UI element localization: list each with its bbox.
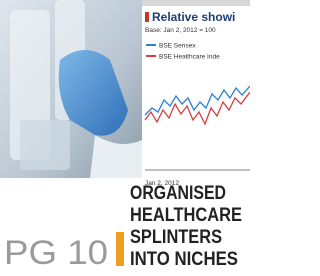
headline-line: ORGANISED [130,183,226,204]
page: {"chart_inset": {"title": "Relative show… [0,0,320,276]
headline-line: SPLINTERS [130,227,222,248]
legend-entry: BSE Sensex [159,43,196,50]
chart-title: Relative showi [152,10,235,24]
photo [0,0,142,178]
accent-bar [116,232,124,266]
clipping: Relative showi Base: Jan 2, 2012 = 100 B… [0,0,250,276]
page-ref: PG 10 [4,234,108,272]
chart-inset: Relative showi Base: Jan 2, 2012 = 100 B… [142,0,250,187]
chart-subtitle: Base: Jan 2, 2012 = 100 [145,27,216,34]
legend-entry: BSE Healthcare Inde [159,54,220,61]
headline-line: INTO NICHES [130,249,238,270]
headline-line: HEALTHCARE [130,205,242,226]
